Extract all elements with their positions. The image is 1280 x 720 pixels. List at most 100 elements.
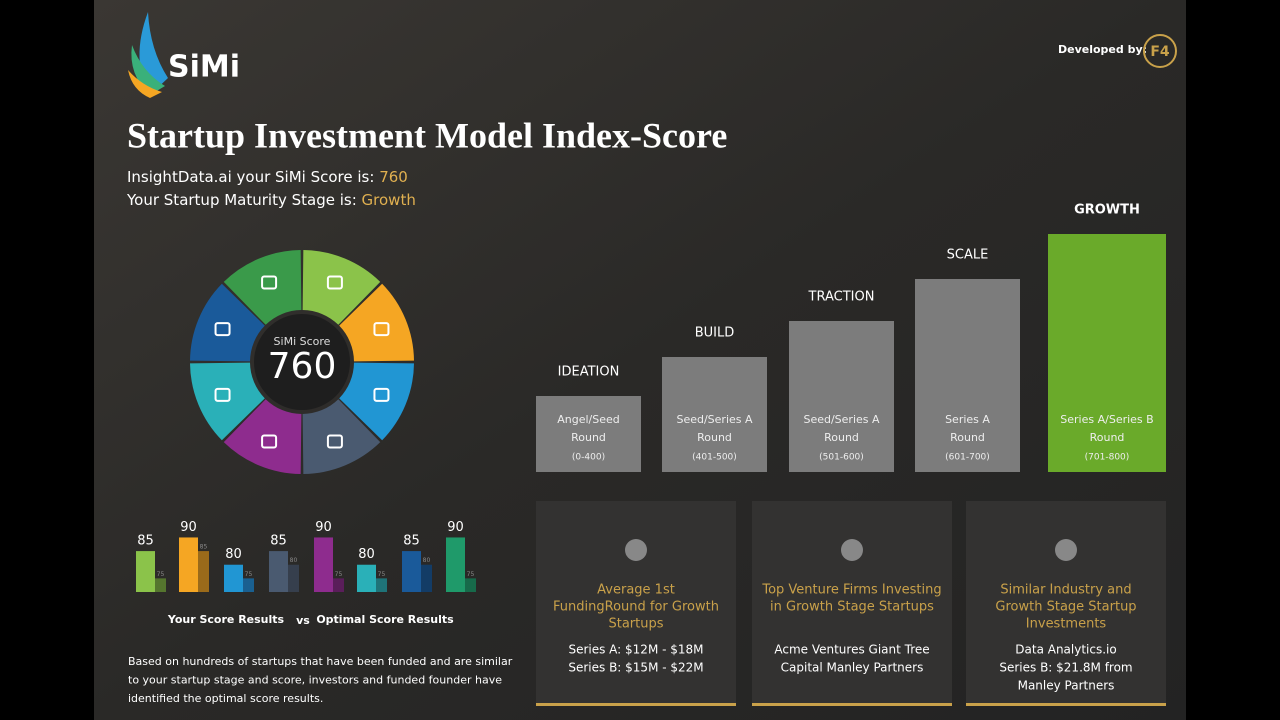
wheel-icon	[214, 387, 231, 402]
stage-prefix: Your Startup Maturity Stage is:	[126, 191, 362, 209]
card-icon	[841, 539, 863, 561]
stage-bar	[536, 396, 641, 472]
page-title: Startup Investment Model Index-Score	[127, 115, 727, 155]
score-bar	[402, 551, 421, 592]
card-body: Series B: $15M - $22M	[568, 661, 703, 675]
bar-value-label: 80	[290, 557, 298, 564]
bar-value-label: 80	[358, 547, 375, 562]
stage-round: Angel/Seed	[557, 413, 620, 426]
score-bar	[446, 537, 465, 592]
stage-round: Round	[1090, 431, 1125, 444]
stage-bar	[915, 279, 1020, 472]
stage-name: SCALE	[947, 248, 989, 263]
card-body: Data Analytics.io	[1015, 643, 1116, 657]
legend-entry: Your Score Results	[167, 613, 285, 626]
wheel-icon	[261, 434, 278, 449]
score-prefix: InsightData.ai your SiMi Score is:	[127, 168, 379, 186]
card-title: Startups	[608, 617, 663, 632]
card-icon	[1055, 539, 1077, 561]
card-title: Investments	[1026, 617, 1107, 632]
stage-round: Seed/Series A	[803, 413, 880, 426]
card-title: Similar Industry and	[1000, 583, 1131, 598]
score-chart: 85 90 80 85 90 80 85 90 75 85 75 80 75 75 80 75 Your Sco…	[136, 520, 476, 627]
stage-round: Series A	[945, 413, 990, 426]
optimal-bar	[288, 564, 299, 592]
score-bar	[136, 551, 155, 592]
card-title: Average 1st	[597, 583, 675, 598]
stage-round: Round	[697, 431, 732, 444]
developer-logo-ring	[1143, 34, 1177, 68]
developed-by: Developed by:	[1058, 43, 1147, 56]
wheel-label: SiMi Score	[274, 335, 331, 348]
bar-value-label: 75	[467, 571, 475, 578]
score-bar	[314, 537, 333, 592]
bar-value-label: 75	[245, 571, 253, 578]
footnote: Based on hundreds of startups that have …	[128, 655, 513, 705]
wheel-icon	[261, 275, 278, 290]
wheel-icon	[373, 322, 390, 337]
card-title: Growth Stage Startup	[995, 600, 1136, 615]
optimal-bar	[333, 578, 344, 592]
stage-round: Round	[950, 431, 985, 444]
stage-range: (401-500)	[692, 453, 737, 463]
optimal-bar	[198, 551, 209, 592]
card-body: Series A: $12M - $18M	[568, 643, 703, 657]
optimal-bar	[421, 564, 432, 592]
stage-name: TRACTION	[808, 290, 875, 305]
score-bar	[179, 537, 198, 592]
score-value: 760	[379, 168, 408, 186]
optimal-bar	[155, 578, 166, 592]
stage-value: Growth	[362, 191, 416, 209]
card-body: Acme Ventures Giant Tree	[774, 643, 929, 657]
card	[752, 501, 952, 705]
footnote-line: Based on hundreds of startups that have …	[128, 655, 513, 668]
stage-line: Your Startup Maturity Stage is: Growth	[126, 191, 416, 209]
footnote-line: to your startup stage and score, investo…	[128, 674, 502, 687]
card-underline	[536, 703, 736, 706]
bar-value-label: 75	[335, 571, 343, 578]
score-bar	[269, 551, 288, 592]
bar-value-label: 90	[315, 520, 332, 535]
logo: SiMi	[128, 12, 240, 98]
optimal-bar	[376, 578, 387, 592]
stage-name: BUILD	[695, 326, 735, 341]
wheel-score: 760	[268, 346, 337, 387]
optimal-bar	[465, 578, 476, 592]
score-bar	[357, 564, 376, 592]
bar-value-label: 85	[200, 544, 208, 551]
card-body: Capital Manley Partners	[781, 661, 924, 675]
bar-value-label: 85	[403, 534, 420, 549]
stage-name: IDEATION	[558, 365, 620, 380]
card-underline	[752, 703, 952, 706]
stage-name: GROWTH	[1074, 203, 1140, 218]
card-title: FundingRound for Growth	[553, 600, 719, 615]
cards: Average 1st FundingRound for Growth Startu…	[536, 501, 1166, 706]
wheel-icon	[326, 275, 343, 290]
stage-bar	[662, 357, 767, 472]
stage-round: Series A/Series B	[1060, 413, 1153, 426]
bar-value-label: 80	[225, 547, 242, 562]
bar-value-label: 75	[157, 571, 165, 578]
stages: IDEATION Angel/Seed Round (0-400) BUILD Seed/…	[536, 203, 1166, 472]
score-line: InsightData.ai your SiMi Score is: 760	[127, 168, 408, 186]
bar-value-label: 80	[423, 557, 431, 564]
bar-value-label: 75	[378, 571, 386, 578]
stage-bar	[1048, 234, 1166, 472]
optimal-bar	[243, 578, 254, 592]
developer-logo: F4	[1150, 44, 1170, 60]
card	[536, 501, 736, 705]
card-body: Series B: $21.8M from	[999, 661, 1132, 675]
stage-bar	[789, 321, 894, 472]
stage-round: Seed/Series A	[676, 413, 753, 426]
wheel-icon	[326, 434, 343, 449]
wheel-icon	[373, 387, 390, 402]
wheel-center	[254, 314, 350, 410]
stage-round: Round	[571, 431, 606, 444]
stage-range: (0-400)	[572, 453, 605, 463]
legend-separator: vs	[296, 614, 310, 627]
brand: SiMi	[168, 50, 240, 85]
bar-value-label: 90	[447, 520, 464, 535]
footnote-line: identified the optimal score results.	[128, 692, 323, 705]
